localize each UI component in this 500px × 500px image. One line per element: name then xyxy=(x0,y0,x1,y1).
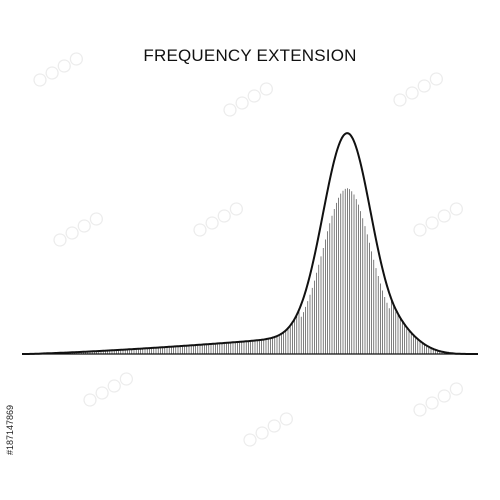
distribution-curve xyxy=(22,132,478,355)
stock-id-label: #187147869 xyxy=(5,404,15,456)
hatch-fill xyxy=(56,188,449,354)
page-title: FREQUENCY EXTENSION xyxy=(143,46,357,65)
